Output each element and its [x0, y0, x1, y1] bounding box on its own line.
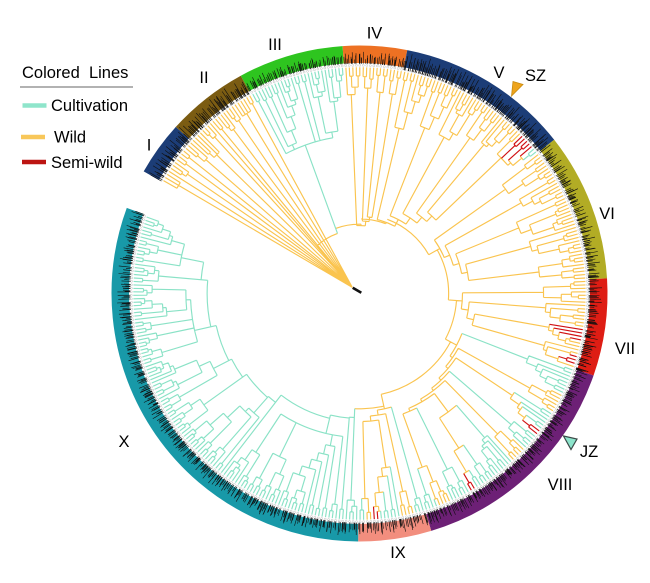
svg-text:JZ: JZ [580, 443, 598, 461]
svg-text:V: V [493, 64, 504, 82]
svg-text:VII: VII [615, 340, 635, 358]
svg-text:III: III [268, 36, 282, 54]
svg-text:II: II [199, 69, 208, 87]
svg-text:SZ: SZ [525, 67, 546, 85]
svg-text:Wild: Wild [54, 129, 86, 147]
svg-text:Cultivation: Cultivation [51, 97, 128, 115]
svg-text:Colored Lines: Colored Lines [22, 64, 128, 82]
svg-text:IX: IX [390, 544, 406, 562]
svg-text:Semi-wild: Semi-wild [51, 154, 123, 172]
svg-text:X: X [118, 433, 129, 451]
svg-text:VI: VI [599, 205, 615, 223]
svg-text:IV: IV [367, 25, 383, 43]
svg-text:VIII: VIII [548, 476, 573, 494]
svg-text:I: I [147, 137, 152, 155]
